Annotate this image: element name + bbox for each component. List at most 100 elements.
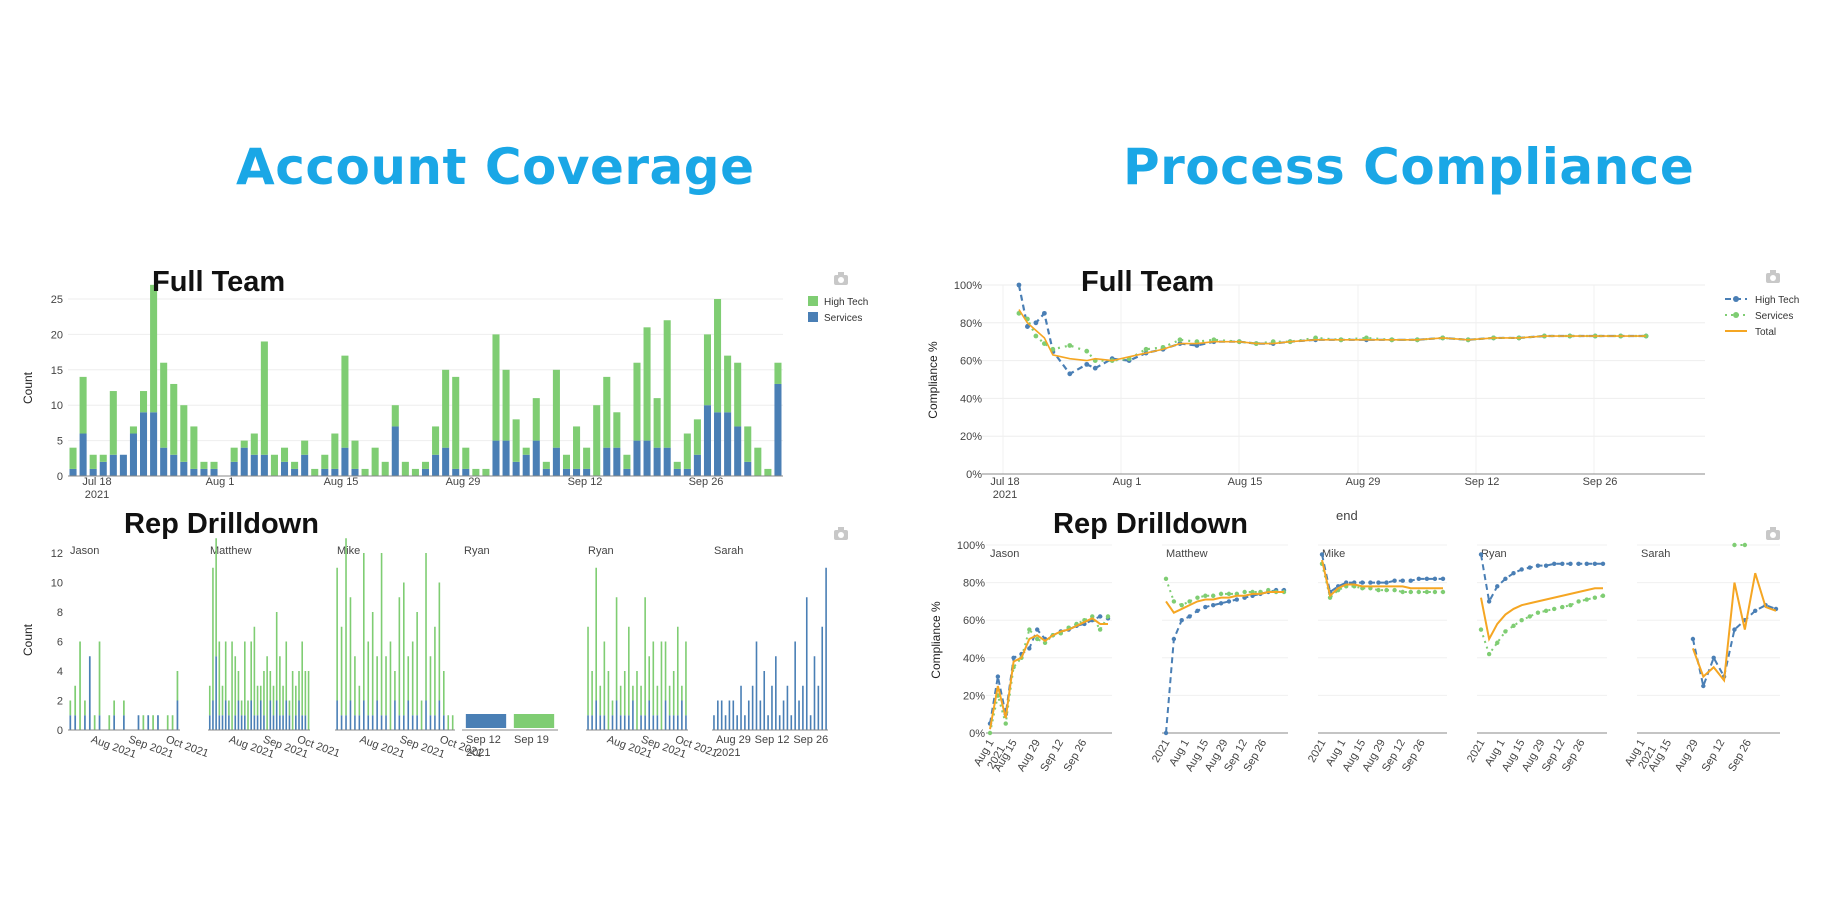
coverage-drill-hightech-bar bbox=[98, 641, 101, 716]
coverage-drill-services-bar bbox=[403, 715, 405, 730]
coverage-drill-services-bar bbox=[398, 715, 401, 730]
coverage-full-services-bar bbox=[724, 412, 732, 476]
coverage-full-services-bar bbox=[774, 383, 782, 476]
coverage-drill-hightech-bar bbox=[307, 671, 310, 730]
legend-label: High Tech bbox=[1755, 295, 1799, 306]
coverage-drill-hightech-bar bbox=[349, 597, 352, 701]
coverage-drill-hightech-bar bbox=[443, 671, 445, 716]
compliance-full-y-tick-label: 80% bbox=[960, 318, 982, 330]
coverage-drill-services-bar bbox=[137, 715, 140, 730]
coverage-full-hightech-bar bbox=[341, 355, 349, 448]
coverage-full-services-bar bbox=[341, 447, 349, 476]
compliance-drill-y-tick-label: 0% bbox=[969, 728, 985, 740]
compliance-rep-drilldown-title: Rep Drilldown bbox=[1053, 508, 1248, 540]
coverage-full-services-bar bbox=[653, 447, 661, 476]
compliance-drill-hightech-line-marker bbox=[1560, 561, 1565, 566]
coverage-drill-services-bar bbox=[740, 685, 742, 730]
coverage-drill-services-bar bbox=[256, 715, 259, 730]
compliance-drill-services-line-marker bbox=[1384, 587, 1389, 593]
coverage-full-hightech-bar bbox=[129, 426, 137, 434]
coverage-full-services-bar bbox=[109, 454, 117, 476]
coverage-full-hightech-bar bbox=[150, 284, 158, 413]
coverage-drill-hightech-bar bbox=[607, 671, 610, 730]
coverage-full-y-title: Count bbox=[21, 371, 35, 404]
coverage-drill-hightech-bar bbox=[591, 671, 593, 716]
coverage-full-services-bar bbox=[240, 447, 248, 476]
coverage-drill-hightech-bar bbox=[171, 715, 174, 730]
coverage-drill-bar bbox=[513, 714, 555, 728]
coverage-drill-services-bar bbox=[416, 715, 418, 730]
coverage-full-hightech-bar bbox=[693, 419, 701, 455]
coverage-full-y-tick-label: 0 bbox=[57, 471, 63, 483]
coverage-drill-services-bar bbox=[794, 641, 796, 730]
compliance-drill-y-title: Compliance % bbox=[929, 601, 943, 679]
coverage-drill-hightech-bar bbox=[74, 685, 77, 716]
coverage-drill-hightech-bar bbox=[228, 700, 230, 716]
coverage-full-hightech-bar bbox=[421, 461, 430, 469]
coverage-drill-hightech-bar bbox=[354, 656, 356, 716]
compliance-drill-total-line bbox=[1321, 559, 1443, 598]
coverage-full-services-bar bbox=[210, 468, 218, 476]
coverage-full-hightech-bar bbox=[170, 383, 178, 455]
coverage-drill-services-bar bbox=[656, 715, 659, 730]
coverage-full-y-tick-label: 5 bbox=[57, 436, 63, 448]
coverage-drill-services-bar bbox=[724, 715, 727, 730]
compliance-drill-hightech-line-marker bbox=[1424, 576, 1430, 582]
coverage-drill-y-tick-label: 10 bbox=[51, 578, 63, 590]
coverage-drill-services-bar bbox=[212, 700, 214, 730]
coverage-full-hightech-bar bbox=[331, 433, 339, 469]
coverage-full-services-bar bbox=[552, 447, 560, 476]
coverage-full-services-bar bbox=[462, 468, 470, 476]
coverage-drill-services-bar bbox=[775, 656, 777, 730]
compliance-full-marker bbox=[1025, 324, 1030, 329]
coverage-full-services-bar bbox=[421, 468, 430, 476]
coverage-drill-hightech-bar bbox=[93, 715, 96, 730]
compliance-full-y-tick-label: 40% bbox=[960, 393, 982, 405]
coverage-drill-hightech-bar bbox=[632, 685, 634, 701]
coverage-drill-hightech-bar bbox=[619, 685, 622, 716]
coverage-drill-y-tick-label: 12 bbox=[51, 548, 63, 560]
compliance-drill-services-line-marker bbox=[1440, 589, 1446, 595]
camera-icon bbox=[834, 527, 848, 540]
coverage-full-services-bar bbox=[663, 447, 671, 476]
coverage-drill-x-tick-label: Sep 26 bbox=[793, 734, 828, 746]
compliance-drill-facet-title: Matthew bbox=[1166, 548, 1208, 560]
compliance-drill-services-line-marker bbox=[1543, 608, 1549, 613]
coverage-drill-facet-title: Jason bbox=[70, 545, 99, 557]
legend-label: High Tech bbox=[824, 297, 868, 308]
coverage-drill-services-bar bbox=[817, 685, 820, 730]
coverage-full-y-tick-label: 15 bbox=[51, 365, 63, 377]
coverage-drill-hightech-bar bbox=[599, 685, 602, 716]
coverage-drill-services-bar bbox=[676, 715, 679, 730]
coverage-drill-services-bar bbox=[371, 715, 374, 730]
coverage-drill-services-bar bbox=[644, 715, 646, 730]
compliance-full-y-tick-label: 100% bbox=[954, 280, 982, 292]
coverage-drill-services-bar bbox=[411, 715, 414, 730]
compliance-full-x-tick-label: Aug 15 bbox=[1228, 476, 1263, 488]
compliance-full-marker bbox=[1143, 346, 1149, 352]
coverage-drill-services-bar bbox=[751, 685, 754, 730]
compliance-full-marker bbox=[1016, 282, 1022, 288]
coverage-drill-hightech-bar bbox=[272, 685, 275, 716]
coverage-drill-hightech-bar bbox=[403, 582, 405, 716]
coverage-drill-bar bbox=[465, 714, 507, 728]
coverage-full-services-bar bbox=[703, 405, 711, 476]
coverage-drill-hightech-bar bbox=[215, 538, 217, 657]
coverage-drill-services-bar bbox=[623, 715, 626, 730]
coverage-full-hightech-bar bbox=[593, 405, 601, 476]
coverage-full-services-bar bbox=[99, 461, 107, 476]
coverage-drill-hightech-bar bbox=[142, 715, 145, 730]
coverage-drill-services-bar bbox=[611, 715, 614, 730]
compliance-drill-y-tick-label: 100% bbox=[957, 540, 985, 552]
coverage-full-hightech-bar bbox=[280, 447, 289, 462]
compliance-full-marker bbox=[1177, 337, 1183, 343]
coverage-drill-services-bar bbox=[215, 656, 217, 730]
coverage-full-y-tick-label: 25 bbox=[51, 294, 63, 306]
coverage-full-services-bar bbox=[150, 412, 158, 476]
coverage-full-hightech-bar bbox=[462, 447, 470, 469]
coverage-drill-hightech-bar bbox=[259, 685, 262, 701]
coverage-drill-hightech-bar bbox=[656, 685, 659, 716]
coverage-drill-hightech-bar bbox=[587, 626, 589, 716]
coverage-drill-hightech-bar bbox=[672, 671, 675, 716]
coverage-drill-hightech-bar bbox=[603, 641, 606, 716]
